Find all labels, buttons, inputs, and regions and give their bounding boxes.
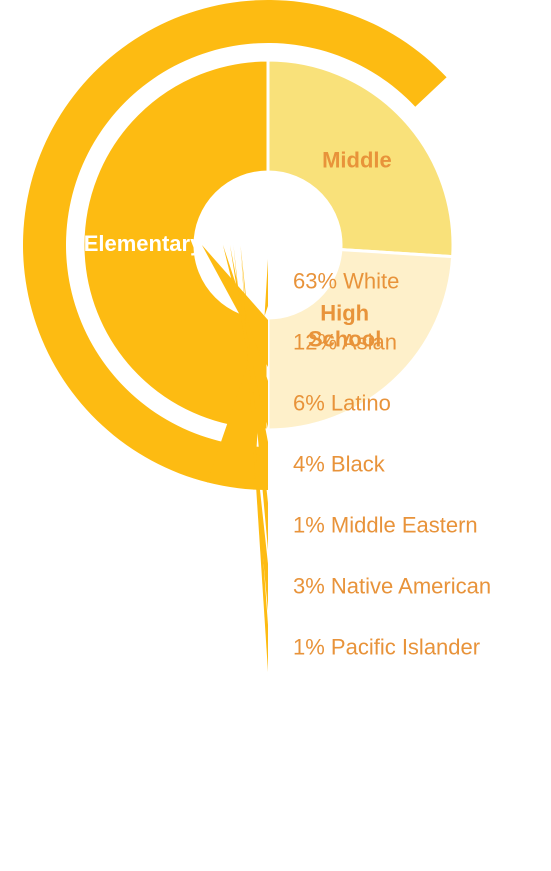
donut-label-elementary: Elementary — [84, 231, 203, 256]
ethnicity-label-native-american: 3% Native American — [293, 573, 491, 598]
donut-label-middle: Middle — [322, 147, 392, 172]
white-share-ring — [23, 0, 447, 490]
school-level-donut — [81, 58, 455, 432]
ethnicity-label-black: 4% Black — [293, 451, 386, 476]
ethnicity-label-latino: 6% Latino — [293, 390, 391, 415]
ethnicity-label-middle-eastern: 1% Middle Eastern — [293, 512, 478, 537]
school-level-labels: Elementary Middle High School — [84, 147, 392, 351]
donut-label-high-school: High School — [308, 300, 381, 351]
donut-segment-elementary — [81, 58, 270, 432]
ethnicity-bar-middle-eastern — [240, 245, 268, 550]
ring-white-share — [23, 0, 447, 490]
ethnicity-bar-pacific-islander — [240, 245, 268, 672]
ethnicity-labels: 63% White 12% Asian 6% Latino 4% Black 1% Mi… — [293, 268, 491, 659]
ethnicity-label-asian: 12% Asian — [293, 329, 397, 354]
ethnicity-bars — [201, 245, 268, 672]
donut-segment-high-school — [266, 247, 455, 432]
donut-segment-middle — [266, 58, 455, 259]
ethnicity-label-white: 63% White — [293, 268, 399, 293]
ethnicity-label-pacific-islander: 1% Pacific Islander — [293, 634, 480, 659]
